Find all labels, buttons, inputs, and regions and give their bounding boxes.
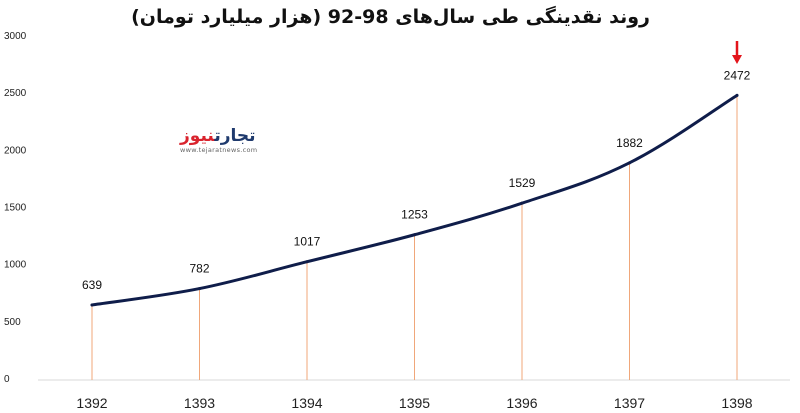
data-point bbox=[90, 303, 94, 307]
logo-url: www.tejaratnews.com bbox=[180, 146, 258, 154]
x-tick-label: 1395 bbox=[399, 395, 430, 411]
highlight-arrow-head bbox=[732, 55, 742, 64]
y-tick-label: 3000 bbox=[4, 31, 27, 42]
y-tick-label: 2500 bbox=[4, 88, 27, 99]
data-point bbox=[520, 201, 524, 205]
logo-text-tejarat: تجارت bbox=[214, 126, 256, 146]
data-label: 782 bbox=[189, 262, 209, 276]
data-label: 1017 bbox=[294, 235, 321, 249]
data-label: 1253 bbox=[401, 208, 428, 222]
data-point bbox=[198, 287, 201, 291]
data-label: 2472 bbox=[724, 68, 751, 82]
chart-title: روند نقدینگی طی سال‌های 98-92 (هزار میلی… bbox=[131, 6, 650, 28]
tejaratnews-logo: تجارتنیوز www.tejaratnews.com bbox=[180, 127, 257, 154]
x-tick-label: 1394 bbox=[291, 395, 322, 411]
logo-text-news: نیوز bbox=[180, 126, 215, 146]
x-tick-label: 1398 bbox=[721, 395, 752, 411]
y-tick-label: 1500 bbox=[4, 203, 27, 214]
x-tick-label: 1393 bbox=[184, 395, 215, 411]
data-point bbox=[413, 233, 416, 237]
data-point bbox=[735, 93, 739, 97]
x-tick-label: 1396 bbox=[506, 395, 537, 411]
y-tick-label: 2000 bbox=[4, 145, 27, 156]
y-tick-label: 0 bbox=[4, 374, 10, 385]
x-tick-label: 1392 bbox=[76, 395, 107, 411]
data-point bbox=[305, 260, 309, 264]
data-label: 1882 bbox=[616, 136, 643, 150]
x-tick-label: 1397 bbox=[614, 395, 645, 411]
logo-wordmark: تجارتنیوز bbox=[180, 127, 257, 145]
y-tick-label: 1000 bbox=[4, 260, 27, 271]
data-label: 639 bbox=[82, 278, 102, 292]
data-label: 1529 bbox=[509, 176, 536, 190]
data-point bbox=[628, 161, 631, 165]
y-tick-label: 500 bbox=[4, 317, 21, 328]
